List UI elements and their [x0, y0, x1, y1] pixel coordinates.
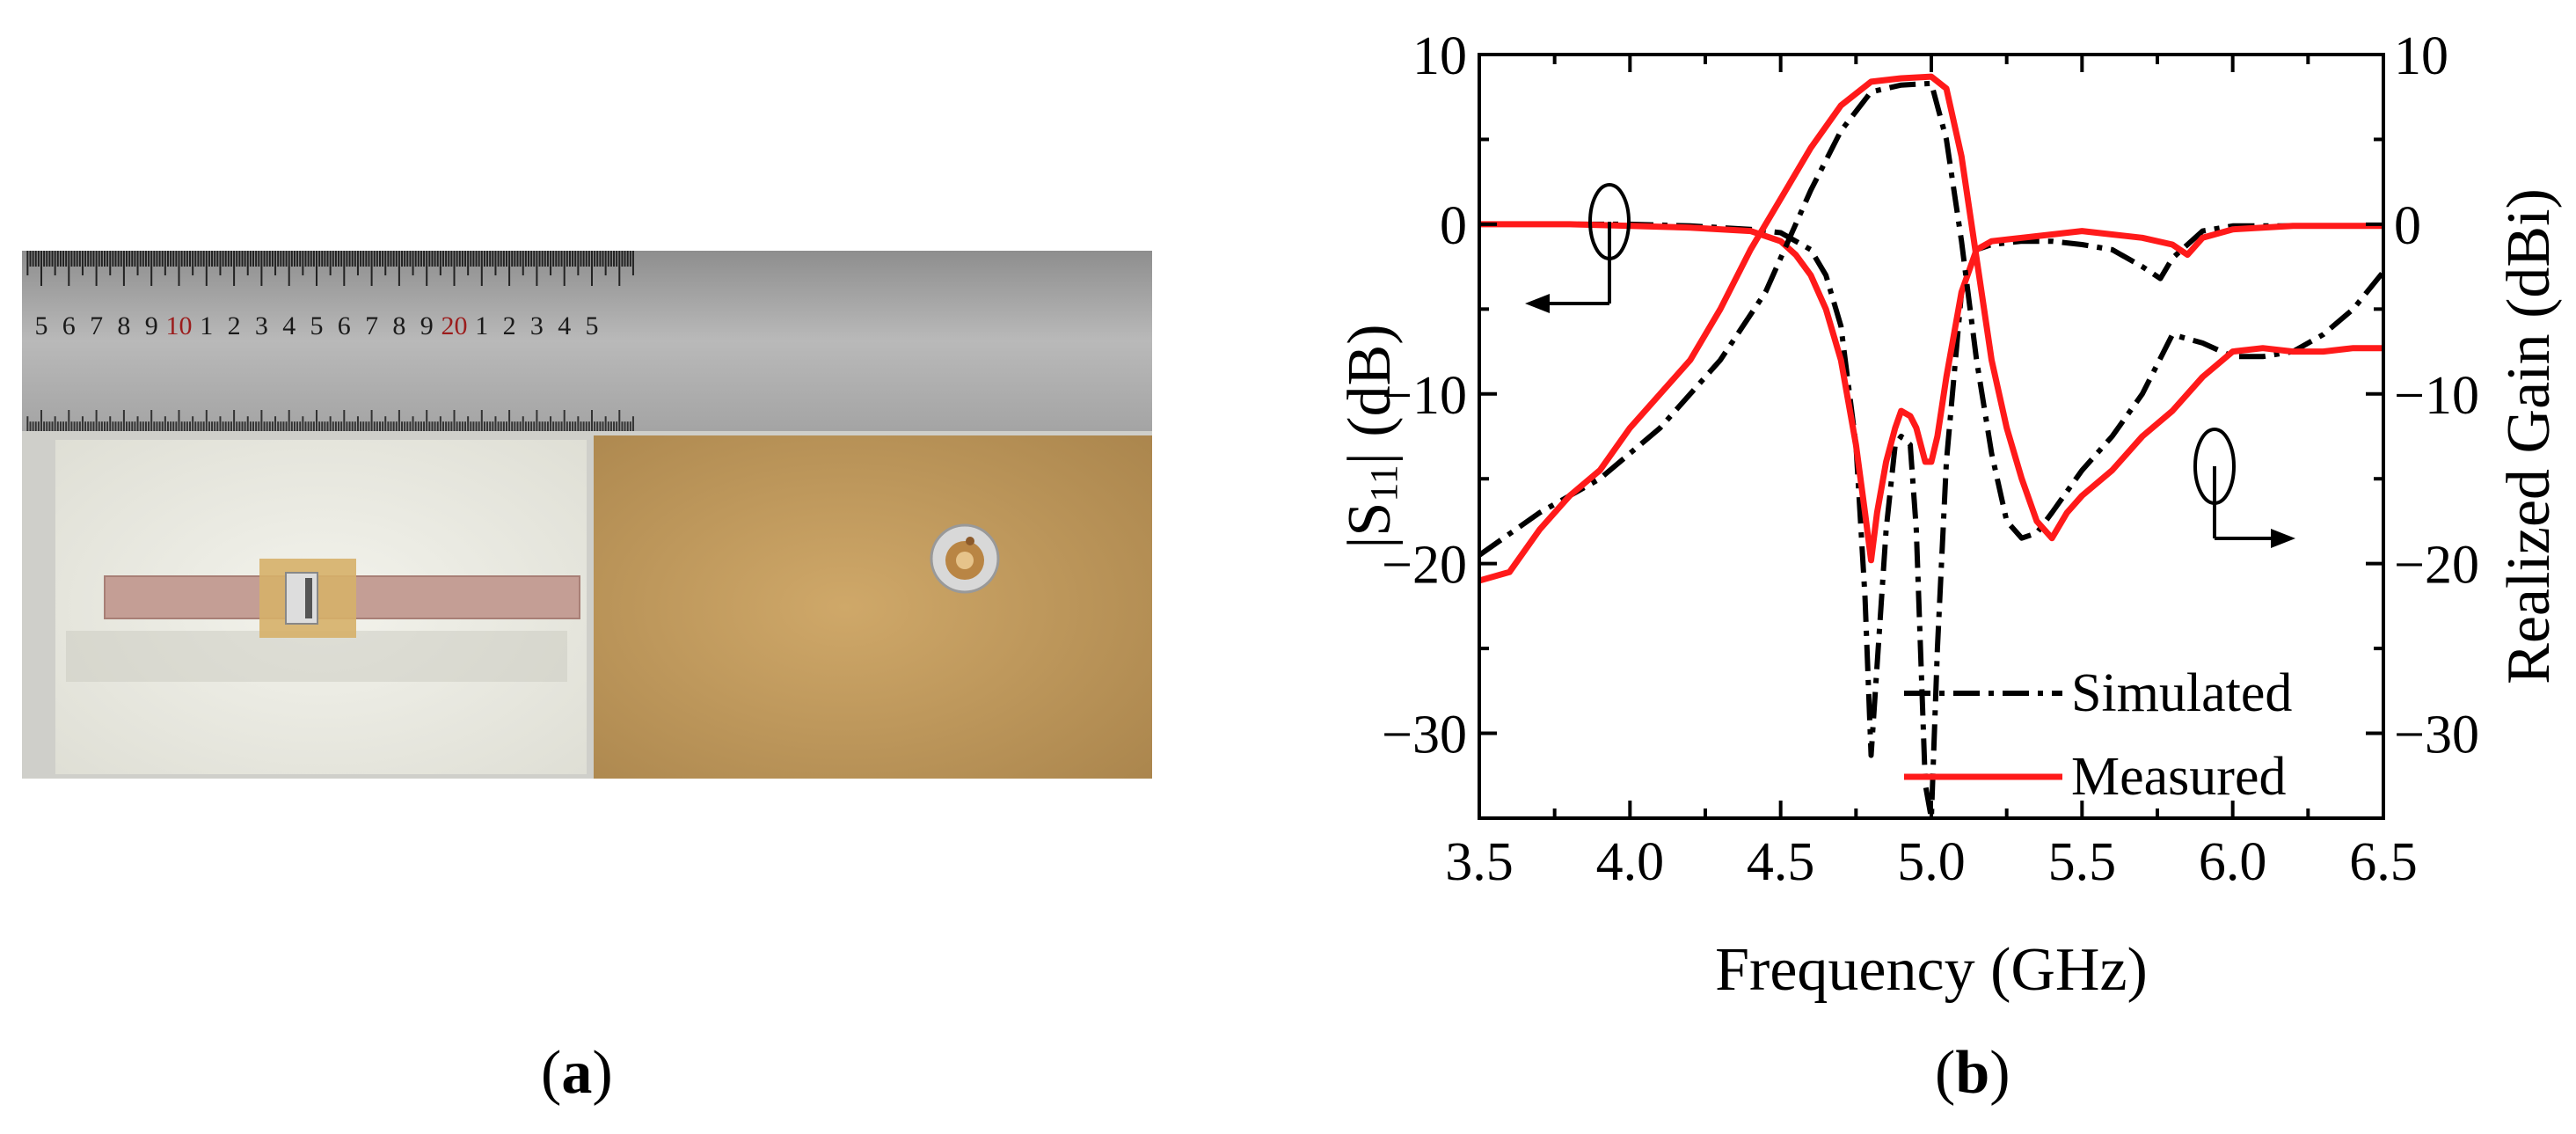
- ruler-number: 9: [145, 311, 158, 340]
- chart-legend: Simulated Measured: [1904, 663, 2292, 807]
- ruler-number: 10: [166, 311, 193, 340]
- ruler-number: 3: [530, 311, 544, 340]
- panel-label-b: (b): [1935, 1039, 2010, 1107]
- ruler-number: 7: [90, 311, 103, 340]
- ruler-number: 1: [475, 311, 488, 340]
- y-right-tick-label: −30: [2394, 706, 2479, 765]
- s11-axis-indicator: [1525, 183, 1631, 313]
- ruler-number: 1: [200, 311, 213, 340]
- legend-label-simulated: Simulated: [2071, 663, 2292, 723]
- left-axis-title: |S11| (dB): [1336, 324, 1405, 548]
- ruler-number: 20: [441, 311, 468, 340]
- series-measured-s11: [1479, 221, 2383, 564]
- panel-label-a: (a): [541, 1039, 613, 1107]
- x-tick-label: 4.0: [1596, 832, 1665, 892]
- x-tick-label: 6.5: [2349, 832, 2418, 892]
- antenna-photo: 5 6 7 8 9 10 1 2 3 4 5 6 7 8 9 20 1 2 3 4 5: [22, 251, 1152, 779]
- ruler-number: 2: [228, 311, 241, 340]
- ruler-number: 5: [35, 311, 48, 340]
- s11-gain-chart: 3.5 4.0 4.5 5.0 5.5 6.0 6.5 10 10 0 0 −10 −10 −20 −20 −…: [1336, 26, 2563, 1004]
- antenna-back-board: [594, 435, 1152, 779]
- x-axis-title: Frequency (GHz): [1715, 936, 2148, 1004]
- y-right-tick-label: 10: [2394, 26, 2448, 86]
- x-tick-label: 5.0: [1897, 832, 1966, 892]
- ruler-number: 5: [586, 311, 599, 340]
- series-simulated-s11: [1479, 221, 2383, 818]
- y-left-tick-label: −10: [1382, 366, 1467, 426]
- ruler-number: 6: [62, 311, 76, 340]
- arrow-right-icon: [2271, 529, 2295, 548]
- right-axis-title: Realized Gain (dBi): [2495, 188, 2563, 684]
- y-right-tick-label: 0: [2394, 196, 2421, 256]
- x-tick-label: 4.5: [1747, 832, 1815, 892]
- x-tick-label: 6.0: [2199, 832, 2267, 892]
- ruler-number: 9: [420, 311, 434, 340]
- x-tick-label: 3.5: [1445, 832, 1514, 892]
- y-left-tick-label: 10: [1412, 26, 1467, 86]
- ruler-number: 2: [503, 311, 516, 340]
- arrow-left-icon: [1525, 294, 1550, 313]
- ruler-number: 4: [558, 311, 571, 340]
- antenna-front-board: [55, 440, 587, 774]
- x-tick-label: 5.5: [2048, 832, 2117, 892]
- ruler-number: 3: [255, 311, 268, 340]
- ruler-number: 5: [310, 311, 324, 340]
- y-left-tick-label: −20: [1382, 536, 1467, 596]
- legend-label-measured: Measured: [2071, 747, 2286, 807]
- y-left-tick-label: −30: [1382, 706, 1467, 765]
- ruler-number: 4: [282, 311, 296, 340]
- gain-axis-indicator: [2193, 428, 2295, 548]
- y-left-tick-label: 0: [1440, 196, 1467, 256]
- ruler-number: 8: [392, 311, 405, 340]
- series-measured-gain: [1479, 73, 2383, 584]
- y-right-tick-label: −10: [2394, 366, 2479, 426]
- ruler-number: 8: [117, 311, 130, 340]
- y-right-tick-label: −20: [2394, 536, 2479, 596]
- series-simulated-gain: [1479, 80, 2383, 558]
- steel-ruler: 5 6 7 8 9 10 1 2 3 4 5 6 7 8 9 20 1 2 3 4 5: [22, 251, 1152, 431]
- ruler-number: 6: [338, 311, 351, 340]
- ruler-number: 7: [365, 311, 378, 340]
